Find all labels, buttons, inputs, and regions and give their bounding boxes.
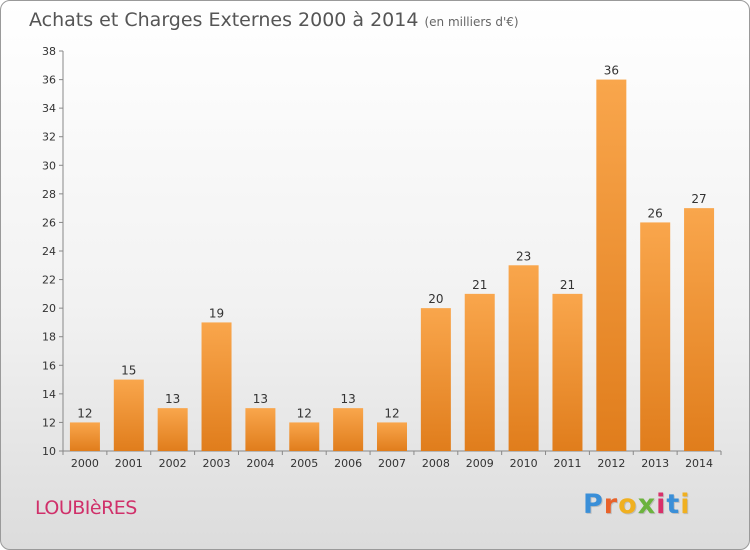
y-tick-label: 30 xyxy=(42,159,56,172)
bar xyxy=(596,79,627,452)
y-tick-label: 24 xyxy=(42,245,56,258)
bar xyxy=(464,293,495,451)
y-tick-label: 26 xyxy=(42,216,56,229)
bar-value-label: 12 xyxy=(384,406,399,420)
x-tick-label: 2002 xyxy=(159,457,187,470)
bar xyxy=(684,208,715,451)
x-tick-label: 2000 xyxy=(71,457,99,470)
bar xyxy=(289,422,320,451)
bar xyxy=(377,422,407,451)
x-tick-label: 2010 xyxy=(510,457,538,470)
y-tick-label: 14 xyxy=(42,388,56,401)
x-tick-label: 2003 xyxy=(203,457,231,470)
x-tick-label: 2008 xyxy=(422,457,450,470)
chart-bars: 12 15 13 19 13 12 13 12 20 21 23 21 36 26 27 xyxy=(69,64,715,452)
y-tick-label: 34 xyxy=(42,102,56,115)
logo-letter: r xyxy=(603,489,619,520)
proxiti-logo: Proxiti xyxy=(583,489,691,520)
y-tick-label: 22 xyxy=(42,274,56,287)
x-tick-label: 2004 xyxy=(246,457,274,470)
bar xyxy=(333,408,364,451)
y-tick-label: 36 xyxy=(42,74,56,87)
x-tick-label: 2005 xyxy=(290,457,318,470)
chart-title: Achats et Charges Externes 2000 à 2014 (e… xyxy=(29,9,519,31)
y-tick-label: 16 xyxy=(42,359,56,372)
bar-value-label: 26 xyxy=(648,206,663,220)
bar-value-label: 20 xyxy=(428,292,443,306)
x-tick-label: 2007 xyxy=(378,457,406,470)
bar-value-label: 13 xyxy=(340,392,355,406)
bar xyxy=(69,422,100,451)
x-tick-label: 2012 xyxy=(597,457,625,470)
bar xyxy=(245,408,276,451)
bar-value-label: 36 xyxy=(604,64,619,78)
place-name: LOUBIèRES xyxy=(35,497,137,519)
logo-letter: t xyxy=(666,489,681,520)
y-tick-label: 28 xyxy=(42,188,56,201)
bar-value-label: 23 xyxy=(516,249,531,263)
bar xyxy=(157,408,188,451)
x-tick-label: 2011 xyxy=(553,457,581,470)
bar xyxy=(640,222,671,451)
chart-title-text: Achats et Charges Externes 2000 à 2014 xyxy=(29,9,419,31)
y-tick-label: 18 xyxy=(42,331,56,344)
bar-value-label: 13 xyxy=(165,392,180,406)
bar xyxy=(508,265,539,451)
logo-letter: i xyxy=(680,489,691,520)
bar-value-label: 15 xyxy=(121,364,136,378)
bar-value-label: 12 xyxy=(77,406,92,420)
x-tick-label: 2001 xyxy=(115,457,143,470)
bar xyxy=(420,308,451,451)
bar-value-label: 12 xyxy=(297,406,312,420)
bar-value-label: 19 xyxy=(209,306,224,320)
x-tick-label: 2006 xyxy=(334,457,362,470)
logo-letter: P xyxy=(583,489,604,520)
y-tick-label: 32 xyxy=(42,131,56,144)
chart-unit: (en milliers d'€) xyxy=(424,15,519,29)
y-tick-label: 38 xyxy=(42,45,56,58)
logo-letter: x xyxy=(637,489,657,520)
y-tick-label: 12 xyxy=(42,416,56,429)
bar-value-label: 27 xyxy=(691,192,706,206)
y-tick-label: 10 xyxy=(42,445,56,458)
y-tick-label: 20 xyxy=(42,302,56,315)
bar xyxy=(201,322,232,451)
logo-letter: o xyxy=(618,489,638,520)
bar xyxy=(113,379,144,451)
x-tick-label: 2014 xyxy=(685,457,713,470)
x-tick-label: 2013 xyxy=(641,457,669,470)
x-tick-label: 2009 xyxy=(466,457,494,470)
bar-value-label: 13 xyxy=(253,392,268,406)
bar-value-label: 21 xyxy=(472,278,487,292)
logo-letter: i xyxy=(656,489,667,520)
bar-value-label: 21 xyxy=(560,278,575,292)
bar xyxy=(552,293,583,451)
